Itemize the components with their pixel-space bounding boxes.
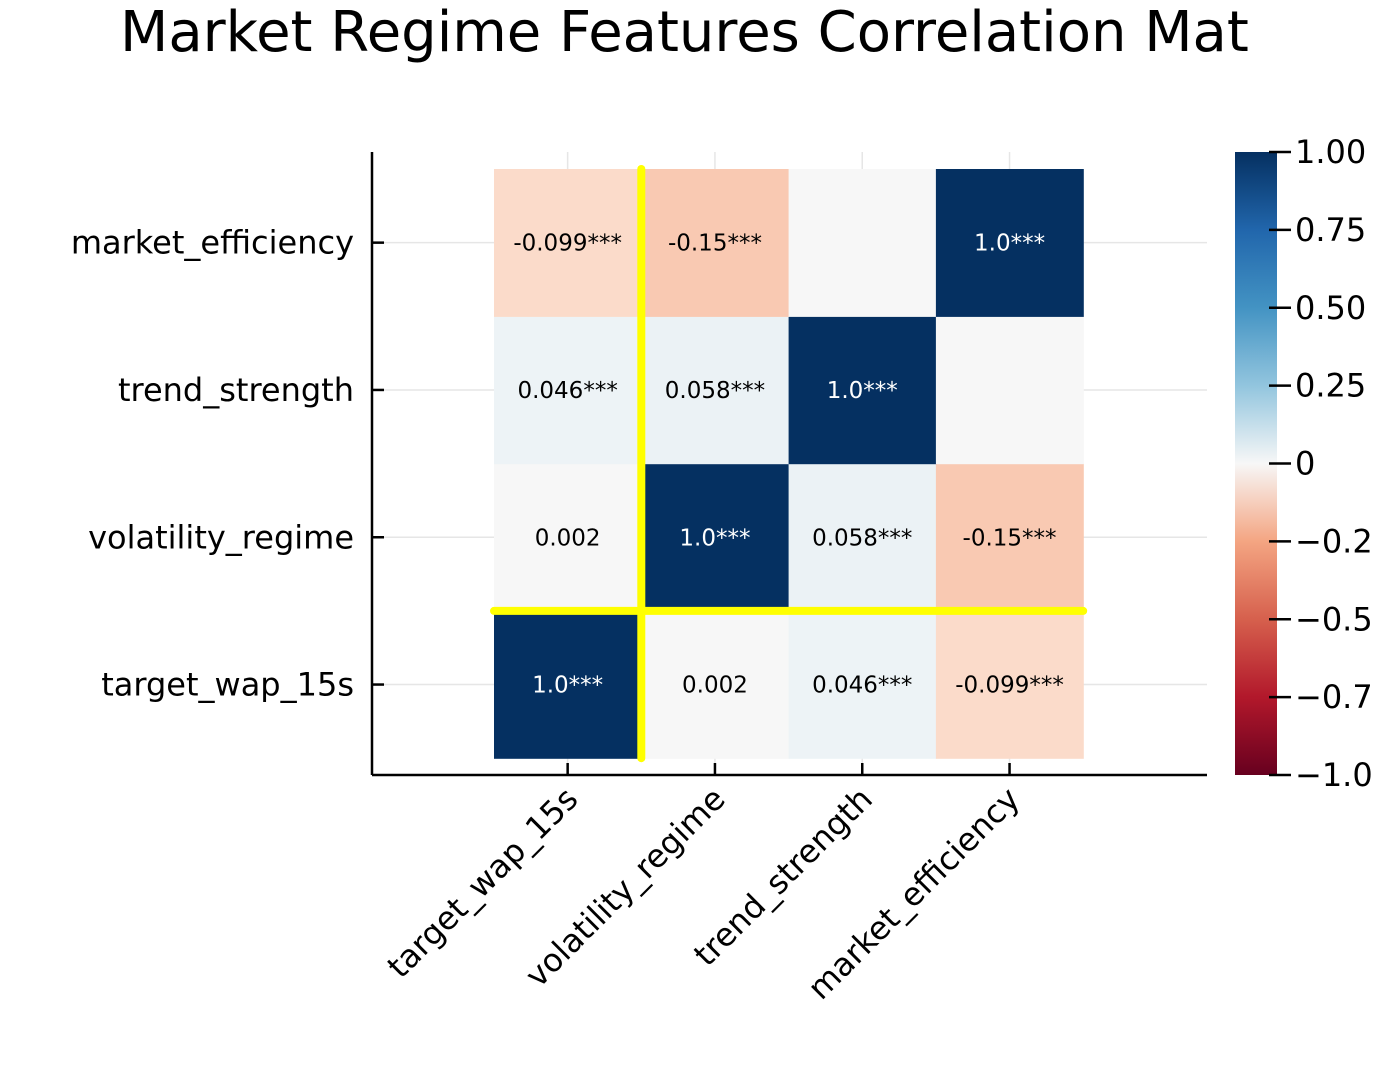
heatmap-cell: [788, 610, 937, 759]
heatmap-cell: [641, 316, 790, 465]
heatmap-cell: [935, 169, 1084, 317]
chart-title: Market Regime Features Correlation Mat: [120, 0, 1249, 65]
heatmap-cell: [494, 316, 642, 465]
y-tick-label: target_wap_15s: [101, 666, 354, 704]
heatmap-cell: [935, 316, 1084, 465]
cell-labels: 1.0*** 0.002 0.046*** -0.099*** 0.002 1.0*** 0…: [513, 231, 1064, 699]
heatmap-cells: [494, 169, 1084, 759]
colorbar-tick-label: −0.5: [1295, 600, 1373, 638]
heatmap-cell: [641, 169, 790, 317]
heatmap-cell: [494, 169, 642, 317]
cell-label: -0.099***: [955, 673, 1064, 699]
cell-label: 1.0***: [679, 525, 750, 551]
y-tick-label: trend_strength: [118, 371, 354, 409]
cell-label: 0.002: [682, 673, 748, 699]
cell-label: 0.058***: [812, 525, 912, 551]
heatmap-cell: [935, 463, 1084, 612]
highlight-lines: [490, 165, 1088, 763]
heatmap-cell: [641, 610, 790, 759]
cell-label: 1.0***: [827, 378, 898, 404]
cell-label: 1.0***: [974, 231, 1045, 257]
colorbar: 1.00 0.75 0.50 0.25 0 −0.2 −0.5 −0.7 −1.0: [1235, 133, 1373, 794]
cell-label: -0.15***: [668, 231, 762, 257]
colorbar-tick-label: −0.7: [1295, 678, 1373, 716]
colorbar-tick-label: 1.00: [1295, 133, 1366, 171]
heatmap-cell: [641, 463, 790, 612]
colorbar-tick-label: 0.50: [1295, 289, 1366, 327]
cell-label: -0.15***: [963, 525, 1057, 551]
y-tick-label: volatility_regime: [88, 518, 354, 556]
colorbar-tick-label: 0.75: [1295, 211, 1366, 249]
cell-label: 0.046***: [517, 378, 617, 404]
cell-label: 1.0***: [532, 673, 603, 699]
heatmap-cell: [935, 610, 1084, 759]
heatmap-cell: [788, 463, 937, 612]
cell-label: 0.002: [535, 525, 601, 551]
heatmap-cell: [788, 316, 937, 465]
heatmap-cell: [494, 610, 642, 759]
cell-label: 0.046***: [812, 673, 912, 699]
colorbar-tick-label: 0.25: [1295, 367, 1366, 405]
cell-label: 0.058***: [665, 378, 765, 404]
cell-label: -0.099***: [513, 231, 622, 257]
y-tick-label: market_efficiency: [71, 224, 354, 262]
colorbar-tick-label: −1.0: [1295, 756, 1373, 794]
colorbar-tick-label: −0.2: [1295, 522, 1373, 560]
heatmap-cell: [494, 463, 642, 612]
colorbar-tick-label: 0: [1295, 445, 1315, 483]
heatmap-cell: [788, 169, 937, 317]
